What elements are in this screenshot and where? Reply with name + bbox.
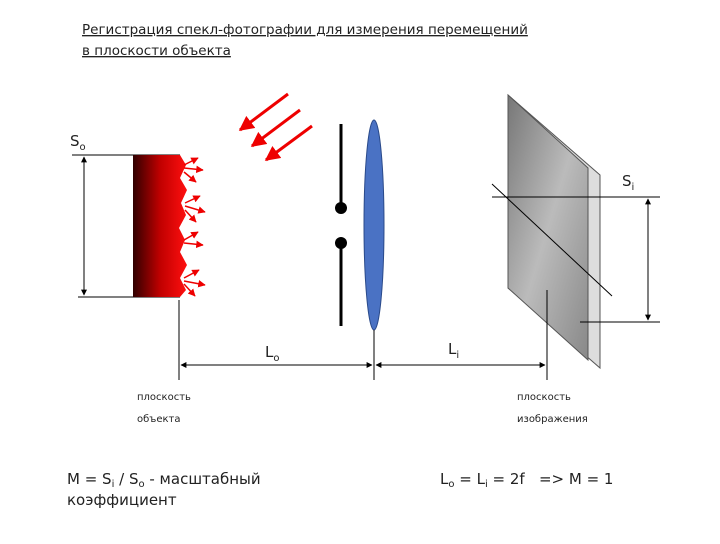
- aperture-edge: [335, 237, 347, 249]
- label-main: L: [265, 343, 274, 361]
- formula-part: - масштабный: [145, 470, 261, 488]
- object-distance-label: Lo: [265, 343, 279, 364]
- object: [133, 155, 187, 297]
- plane-label: плоскость: [517, 392, 571, 403]
- label-sub: i: [632, 182, 635, 193]
- formula-part: L: [440, 470, 449, 488]
- plane-label: плоскость: [137, 392, 191, 403]
- image-plate: [507, 93, 589, 362]
- formula-part: = 2f => M = 1: [488, 470, 614, 488]
- title-line: Регистрация спекл-фотографии для измерен…: [82, 22, 528, 38]
- scattered-rays: [183, 157, 206, 297]
- label-main: S: [622, 172, 632, 190]
- guide-line: [491, 183, 613, 297]
- formula-part: M = S: [67, 470, 112, 488]
- label-main: S: [70, 132, 80, 150]
- aperture-edge: [335, 202, 347, 214]
- image-size-label: Si: [622, 172, 634, 193]
- formula-sub: i: [112, 479, 115, 490]
- label-sub: o: [273, 353, 279, 364]
- object-size-label: So: [70, 132, 86, 153]
- image-distance-label: Li: [448, 340, 459, 361]
- formula-sub: o: [448, 479, 454, 490]
- formula: коэффициент: [67, 491, 177, 509]
- formula: Lo = Li = 2f => M = 1: [440, 470, 613, 490]
- formula-part: / S: [114, 470, 138, 488]
- incoming-light: [238, 92, 313, 162]
- plane-label: изображения: [517, 414, 588, 425]
- formula-part: = L: [454, 470, 485, 488]
- plane-label: объекта: [137, 414, 181, 425]
- label-sub: o: [80, 142, 86, 153]
- label-main: L: [448, 340, 457, 358]
- formula: M = Si / So - масштабный: [67, 470, 261, 490]
- title-line: в плоскости объекта: [82, 43, 231, 59]
- label-sub: i: [456, 350, 459, 361]
- lens: [363, 119, 385, 331]
- formula-sub: i: [485, 479, 488, 490]
- formula-sub: o: [138, 479, 144, 490]
